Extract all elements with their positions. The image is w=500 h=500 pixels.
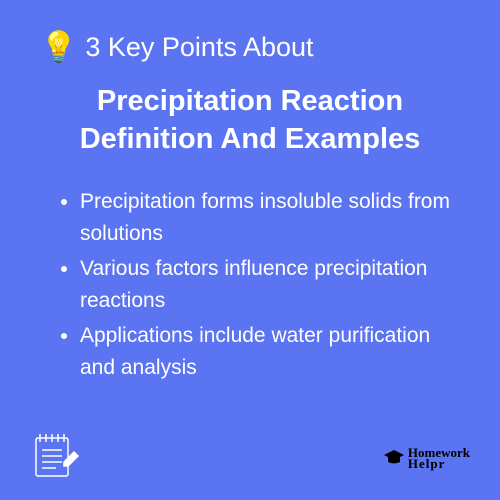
page-title: Precipitation Reaction Definition And Ex… [40,83,460,158]
list-item: Applications include water purification … [80,320,460,383]
list-item: Various factors influence precipitation … [80,253,460,316]
lightbulb-icon: 💡 [40,30,77,65]
logo-text: Homework Helpr [408,447,470,470]
header-text: 3 Key Points About [85,32,313,63]
bullet-list: Precipitation forms insoluble solids fro… [40,186,460,383]
list-item: Precipitation forms insoluble solids fro… [80,186,460,249]
graduation-cap-icon [384,450,404,466]
header: 💡 3 Key Points About [40,30,460,65]
brand-logo: Homework Helpr [384,447,470,470]
notepad-icon [30,428,82,480]
info-card: 💡 3 Key Points About Precipitation React… [0,0,500,500]
